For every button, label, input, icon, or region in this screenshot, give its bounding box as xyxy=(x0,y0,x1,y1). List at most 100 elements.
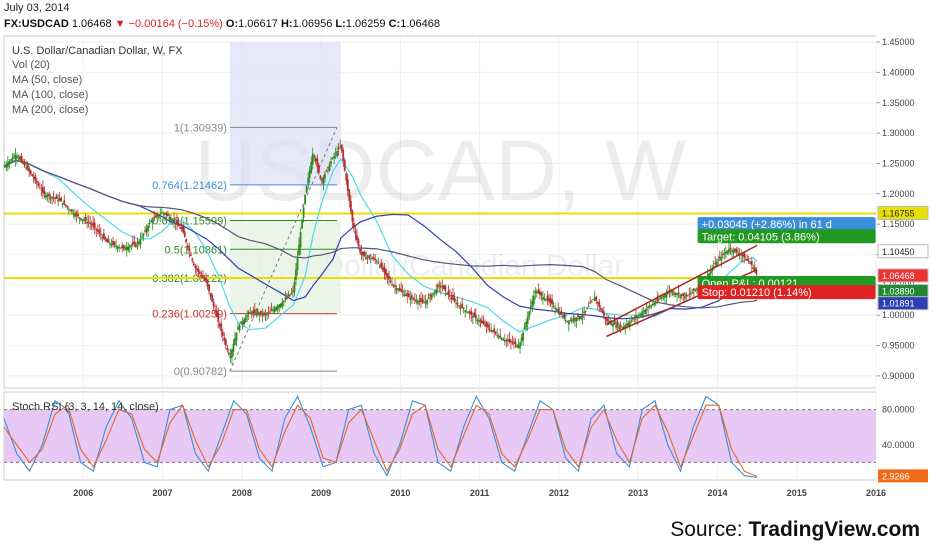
candle-body xyxy=(647,306,650,308)
candle-body xyxy=(631,318,634,320)
x-tick-label: 2013 xyxy=(628,488,648,498)
candle-body xyxy=(90,224,93,226)
y-tick-label: 1.30000 xyxy=(882,128,915,138)
candle-body xyxy=(435,289,438,295)
candle-body xyxy=(714,263,717,265)
candle-body xyxy=(478,320,480,322)
candle-body xyxy=(651,304,654,306)
candle-body xyxy=(89,222,92,224)
candle-body xyxy=(709,271,712,274)
candle-body xyxy=(578,316,581,320)
candle-body xyxy=(354,231,357,235)
candle-body xyxy=(206,279,209,287)
candle-body xyxy=(311,153,314,165)
candle-body xyxy=(619,324,622,327)
candle-body xyxy=(471,316,474,318)
candle-body xyxy=(35,181,38,184)
candle-body xyxy=(324,173,326,178)
candle-body xyxy=(336,151,339,157)
candle-body xyxy=(330,161,332,164)
candle-body xyxy=(593,297,596,302)
ma200-line xyxy=(3,159,758,309)
candle-body xyxy=(258,313,261,316)
down-arrow-icon: ▼ xyxy=(114,18,126,30)
candle-body xyxy=(473,312,476,318)
candle-body xyxy=(630,320,633,322)
x-tick-label: 2011 xyxy=(470,488,490,498)
candle-body xyxy=(157,214,160,218)
candle-body xyxy=(755,269,758,275)
candle-body xyxy=(211,294,214,302)
candle-body xyxy=(493,328,496,333)
candle-body xyxy=(60,197,63,202)
candle-body xyxy=(269,311,271,313)
candle-body xyxy=(464,310,467,312)
candle-body xyxy=(490,330,493,332)
position-label: Stop: 0.01210 (1.14%) xyxy=(702,287,812,299)
candle-body xyxy=(610,323,613,326)
candle-body xyxy=(124,247,127,251)
candle-body xyxy=(636,315,639,318)
candle-body xyxy=(409,297,412,301)
candle-body xyxy=(343,160,346,171)
candle-body xyxy=(633,318,636,320)
candle-body xyxy=(77,214,79,217)
fib-level-label: 1(1.30939) xyxy=(174,122,227,134)
candle-body xyxy=(229,355,232,359)
legend-study: MA (200, close) xyxy=(12,104,88,116)
candle-body xyxy=(734,248,736,252)
candle-body xyxy=(743,252,746,258)
candle-body xyxy=(519,342,521,349)
candle-body xyxy=(31,174,34,177)
candle-body xyxy=(560,311,563,315)
candle-body xyxy=(682,293,685,296)
candle-body xyxy=(433,290,436,292)
candle-body xyxy=(57,199,60,202)
candle-body xyxy=(276,305,279,310)
candle-body xyxy=(441,286,444,288)
candle-body xyxy=(49,196,52,200)
channel-upper xyxy=(606,244,758,325)
candle-body xyxy=(246,315,249,317)
candle-body xyxy=(237,327,239,330)
price-tag xyxy=(877,244,929,259)
candle-body xyxy=(462,308,465,310)
candle-body xyxy=(249,312,252,314)
y-tick-label: 1.00000 xyxy=(882,310,915,320)
candle-body xyxy=(92,222,95,227)
candle-body xyxy=(534,291,537,294)
candle-body xyxy=(130,245,133,247)
candle-body xyxy=(689,293,692,295)
stoch-y-tick-label: 80.0000 xyxy=(882,405,915,415)
candle-body xyxy=(293,281,296,293)
candle-body xyxy=(516,344,518,348)
candle-body xyxy=(334,153,337,155)
candle-body xyxy=(45,194,47,198)
candle-body xyxy=(484,325,486,327)
x-tick-label: 2008 xyxy=(232,488,252,498)
candle-body xyxy=(170,218,172,221)
candle-body xyxy=(654,301,657,304)
candle-body xyxy=(479,319,482,322)
candle-body xyxy=(563,313,566,319)
candle-body xyxy=(83,219,85,221)
candle-body xyxy=(386,273,389,278)
candle-body xyxy=(227,352,230,355)
candle-body xyxy=(696,288,698,290)
candle-body xyxy=(299,232,302,248)
candle-body xyxy=(296,257,299,271)
stoch-value-label: 2.9266 xyxy=(882,471,910,481)
candle-body xyxy=(538,291,541,295)
candle-body xyxy=(69,210,72,212)
price-tag-label: 1.03890 xyxy=(882,287,915,297)
candle-body xyxy=(679,294,682,298)
candle-body xyxy=(319,175,322,179)
candle-body xyxy=(302,207,305,218)
candle-body xyxy=(413,299,416,301)
candle-body xyxy=(87,221,90,223)
candle-body xyxy=(572,318,575,320)
x-tick-label: 2006 xyxy=(73,488,93,498)
candle-body xyxy=(339,146,342,148)
candle-body xyxy=(639,313,642,315)
